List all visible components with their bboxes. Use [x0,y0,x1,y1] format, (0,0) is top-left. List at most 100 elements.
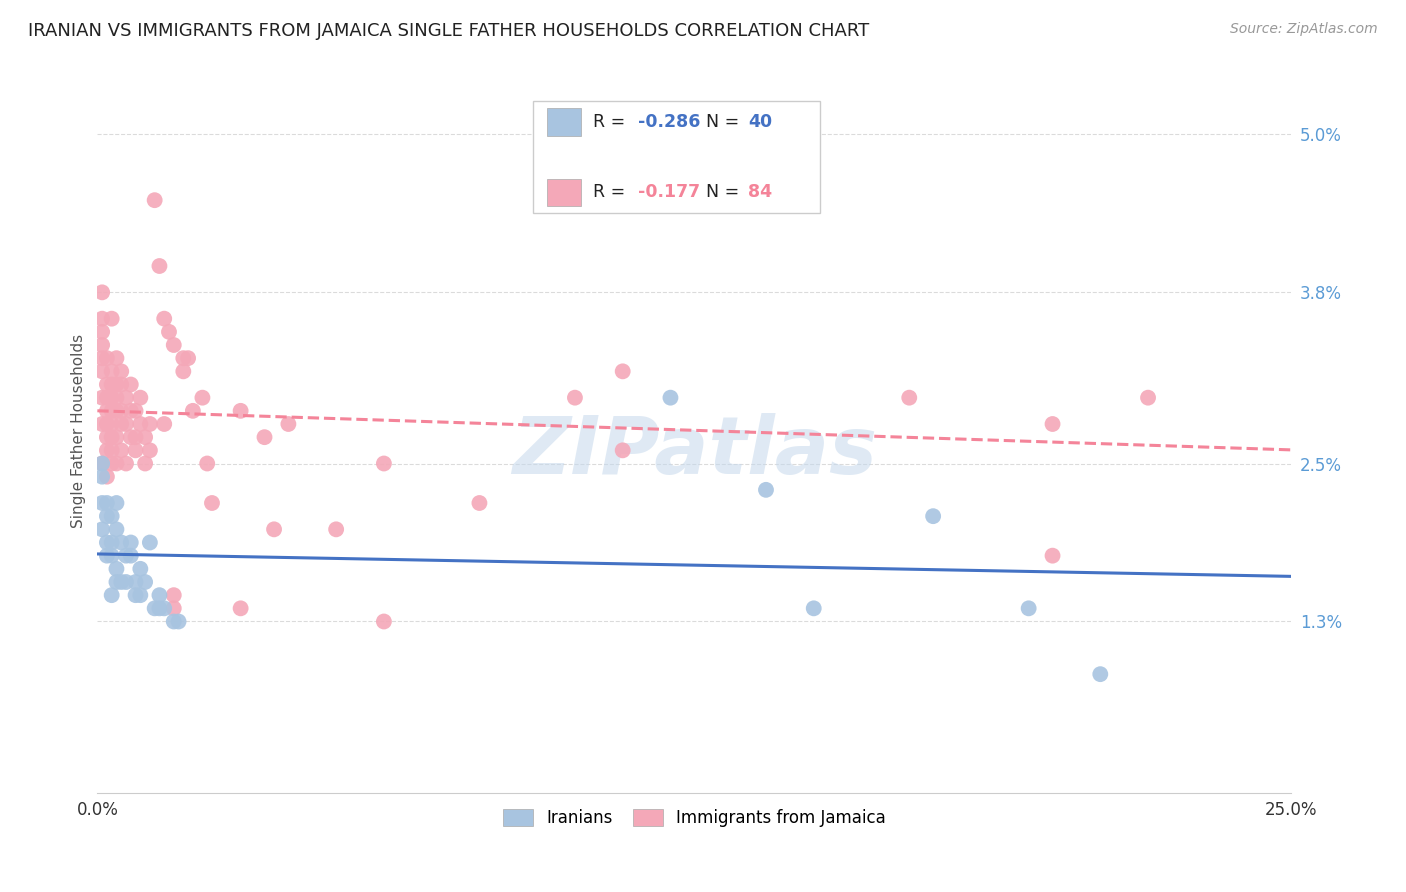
Point [143,193,166,207]
Point [100,430,122,444]
Point [148,588,170,602]
FancyBboxPatch shape [547,108,581,136]
Point [124,443,146,458]
Point [124,588,146,602]
Point [163,615,186,629]
Y-axis label: Single Father Households: Single Father Households [72,334,86,528]
Point [110,377,132,392]
Point [163,338,186,352]
Point [1042,417,1064,431]
Point [1042,549,1064,563]
Point [110,574,132,589]
Point [91,457,114,471]
Point [172,364,194,378]
Point [277,417,299,431]
Point [129,588,152,602]
Point [91,469,114,483]
Point [129,417,152,431]
Point [153,311,176,326]
Point [105,351,128,366]
Point [1018,601,1040,615]
Point [91,522,114,536]
Point [96,535,118,549]
Point [181,404,204,418]
Point [129,562,152,576]
Point [105,391,128,405]
Point [96,417,118,431]
Point [612,364,634,378]
Point [163,601,186,615]
Point [898,391,921,405]
Point [115,549,138,563]
Point [96,509,118,524]
Point [96,443,118,458]
Point [1090,667,1112,681]
Point [157,325,180,339]
Point [91,417,114,431]
Point [96,430,118,444]
Point [803,601,825,615]
Point [105,562,128,576]
Text: -0.286: -0.286 [638,113,700,131]
Point [163,588,186,602]
Point [91,351,114,366]
Point [120,535,142,549]
Point [153,601,176,615]
Point [100,457,122,471]
Point [100,535,122,549]
Point [96,351,118,366]
Point [124,404,146,418]
Point [659,153,682,168]
Point [96,549,118,563]
Point [167,615,190,629]
Point [124,430,146,444]
Point [100,364,122,378]
Point [96,377,118,392]
Point [96,496,118,510]
Point [100,443,122,458]
Text: N =: N = [706,184,745,202]
Point [100,311,122,326]
Point [253,430,276,444]
Point [110,364,132,378]
Point [91,311,114,326]
Point [100,549,122,563]
Point [148,259,170,273]
Text: N =: N = [706,113,745,131]
Point [172,351,194,366]
Point [91,496,114,510]
Point [134,457,156,471]
Point [148,601,170,615]
Point [153,417,176,431]
Point [115,457,138,471]
Point [139,443,162,458]
Point [564,391,586,405]
Point [325,522,347,536]
Point [105,457,128,471]
Point [100,509,122,524]
Point [612,443,634,458]
Point [100,588,122,602]
Point [96,404,118,418]
Point [120,430,142,444]
Point [120,377,142,392]
Text: -0.177: -0.177 [638,184,700,202]
Point [105,574,128,589]
Point [229,404,252,418]
Point [91,325,114,339]
Point [120,404,142,418]
Point [659,391,682,405]
Legend: Iranians, Immigrants from Jamaica: Iranians, Immigrants from Jamaica [495,800,894,835]
Point [105,404,128,418]
Point [96,469,118,483]
Point [177,351,200,366]
Point [100,391,122,405]
Point [105,430,128,444]
Point [91,457,114,471]
Point [91,391,114,405]
Point [124,574,146,589]
Point [91,285,114,300]
Point [129,391,152,405]
Point [100,404,122,418]
FancyBboxPatch shape [547,178,581,206]
